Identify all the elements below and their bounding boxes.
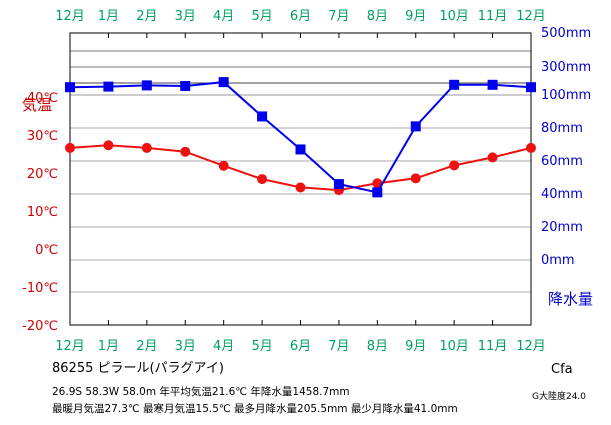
precipitation-point: [103, 81, 114, 92]
precipitation-point: [333, 179, 344, 190]
precipitation-point: [295, 144, 306, 155]
month-label-bottom: 4月: [213, 339, 234, 354]
precip-tick-label: 80mm: [541, 121, 583, 136]
temp-tick-label: -10℃: [22, 281, 58, 296]
precip-tick-label: 0mm: [541, 253, 575, 268]
temp-axis-title: 気温: [22, 96, 52, 114]
precipitation-point: [180, 81, 191, 91]
temp-tick-label: 0℃: [35, 243, 58, 258]
precipitation-point: [141, 80, 152, 91]
plot-frame: [69, 32, 532, 326]
month-label-top: 12月: [516, 9, 546, 24]
month-label-bottom: 12月: [55, 339, 85, 354]
temperature-point: [449, 160, 460, 171]
station-extremes: 最暖月気温27.3℃ 最寒月気温15.5℃ 最多月降水量205.5mm 最少月降…: [52, 403, 458, 415]
month-label-bottom: 7月: [328, 339, 349, 354]
precipitation-point: [449, 79, 460, 90]
month-label-top: 5月: [251, 9, 272, 24]
month-label-top: 1月: [98, 9, 119, 24]
month-label-bottom: 1月: [98, 339, 119, 354]
station-summary: 26.9S 58.3W 58.0m 年平均気温21.6℃ 年降水量1458.7m…: [52, 386, 350, 398]
temperature-point: [257, 174, 268, 185]
month-label-bottom: 9月: [405, 339, 426, 354]
month-label-bottom: 5月: [251, 339, 272, 354]
precip-axis-title: 降水量: [548, 290, 593, 308]
month-label-top: 6月: [290, 9, 311, 24]
precipitation-line: [69, 81, 532, 194]
temperature-point: [410, 173, 421, 184]
precipitation-point: [218, 77, 229, 88]
bottom-month-labels: 12月 1月 2月 3月 4月 5月 6月 7月 8月 9月 10月 11月 12月: [55, 339, 546, 354]
precipitation-axis: 500mm 300mm 100mm 80mm 60mm 40mm 20mm 0mm 降水量: [541, 26, 593, 308]
precipitation-point: [65, 82, 75, 93]
precipitation-point: [410, 121, 421, 132]
temperature-point: [180, 146, 191, 157]
temperature-point: [295, 182, 306, 193]
temp-tick-label: 40℃: [27, 91, 58, 106]
precip-tick-label: 500mm: [541, 26, 591, 41]
month-label-bottom: 10月: [439, 339, 469, 354]
precipitation-point: [257, 111, 268, 122]
month-label-bottom: 8月: [367, 339, 388, 354]
month-label-top: 10月: [439, 9, 469, 24]
plot-border: [69, 32, 532, 326]
month-label-bottom: 3月: [175, 339, 196, 354]
month-label-top: 12月: [55, 9, 85, 24]
precip-tick-label: 60mm: [541, 154, 583, 169]
precip-tick-label: 20mm: [541, 220, 583, 235]
temp-tick-label: -20℃: [22, 319, 58, 334]
precip-tick-label: 100mm: [541, 88, 591, 103]
month-label-bottom: 6月: [290, 339, 311, 354]
temp-tick-label: 20℃: [27, 167, 58, 182]
month-label-bottom: 2月: [136, 339, 157, 354]
month-label-top: 4月: [213, 9, 234, 24]
precip-tick-label: 300mm: [541, 60, 591, 75]
month-label-bottom: 11月: [478, 339, 508, 354]
month-label-top: 3月: [175, 9, 196, 24]
temp-tick-label: 30℃: [27, 129, 58, 144]
precip-tick-label: 40mm: [541, 187, 583, 202]
climate-code: Cfa: [551, 362, 573, 377]
month-label-top: 7月: [328, 9, 349, 24]
temp-tick-label: 10℃: [27, 205, 58, 220]
top-month-labels: 12月 1月 2月 3月 4月 5月 6月 7月 8月 9月 10月 11月 12月: [55, 9, 546, 24]
month-label-top: 11月: [478, 9, 508, 24]
temperature-point: [65, 142, 75, 153]
temperature-point: [372, 178, 383, 189]
continentality-label: G大陸度24.0: [532, 392, 587, 402]
month-label-top: 2月: [136, 9, 157, 24]
temperature-point: [487, 152, 498, 163]
series: [65, 77, 536, 198]
station-title: 86255 ピラール(パラグアイ): [52, 361, 224, 376]
precipitation-point: [487, 79, 498, 90]
grid-lines: [70, 50, 531, 293]
precipitation-point: [526, 82, 536, 93]
month-label-bottom: 12月: [516, 339, 546, 354]
temperature-point: [526, 142, 536, 153]
month-label-top: 8月: [367, 9, 388, 24]
month-label-top: 9月: [405, 9, 426, 24]
temperature-point: [141, 142, 152, 153]
precipitation-point: [372, 187, 383, 198]
temperature-point: [103, 140, 114, 151]
temperature-point: [218, 160, 229, 171]
